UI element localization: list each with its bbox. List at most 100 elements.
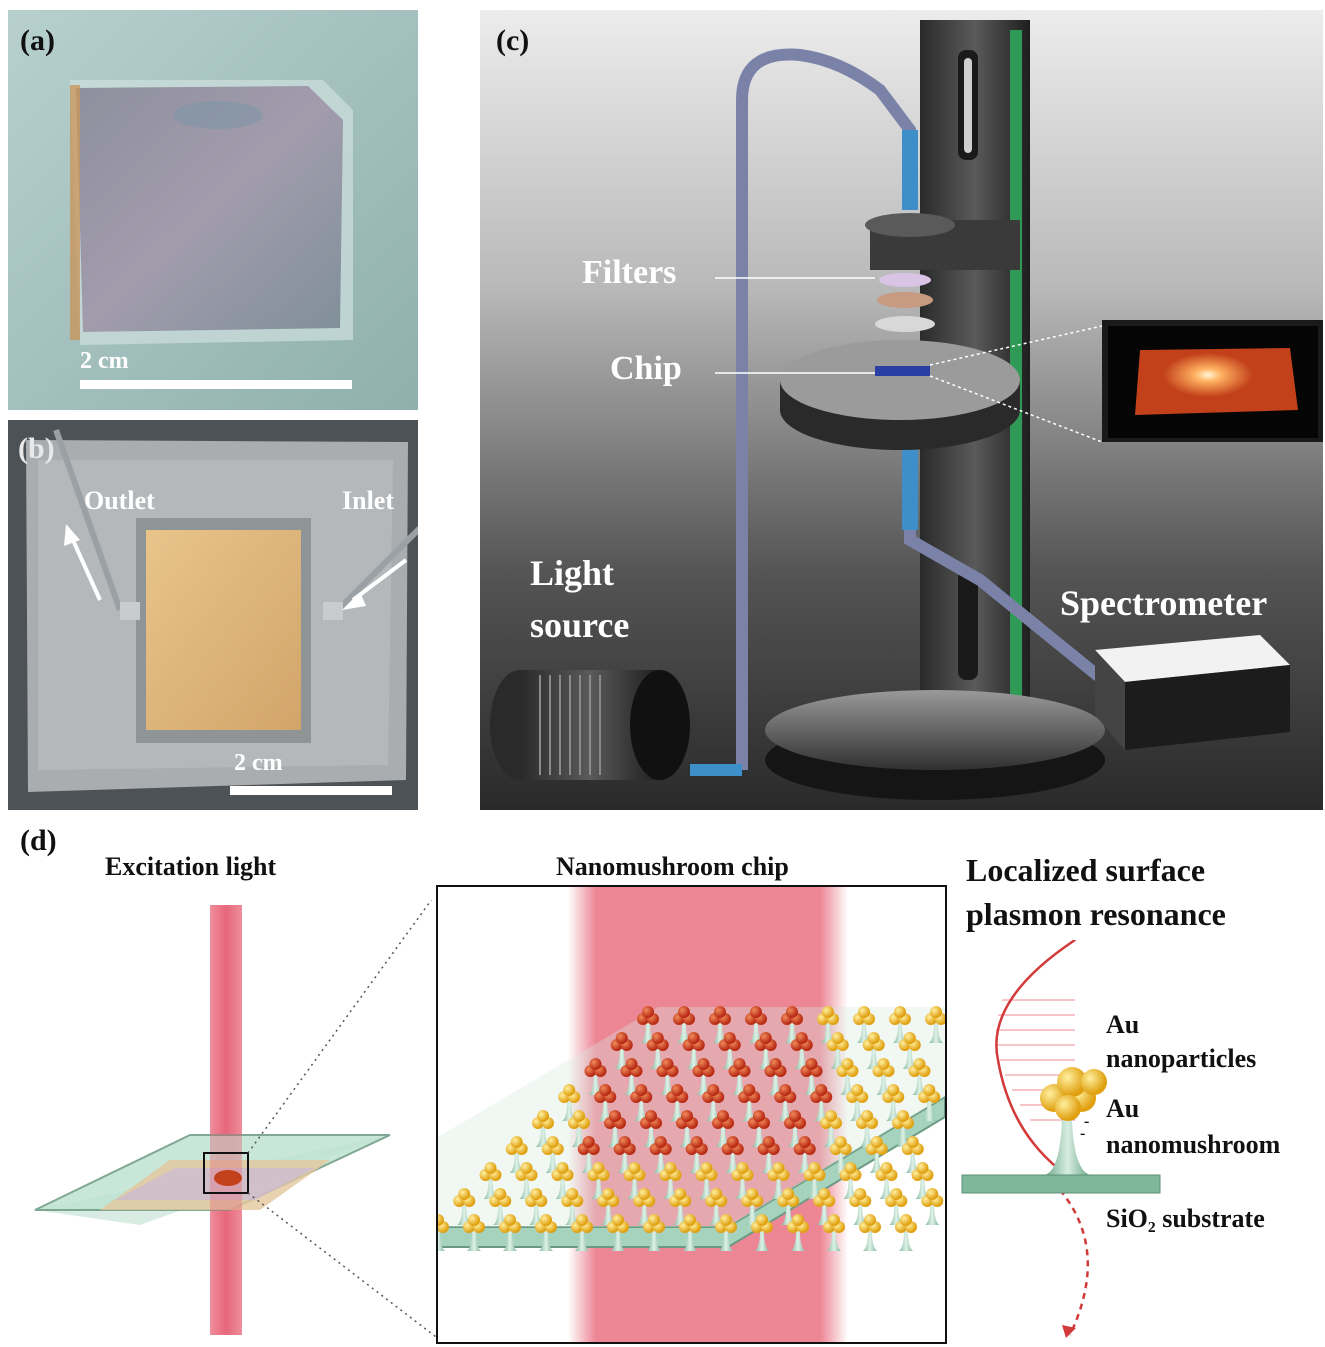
gold-nanoparticle <box>510 1136 523 1148</box>
nanomushroom-stem <box>860 1127 874 1147</box>
gold-nanoparticle <box>720 1214 732 1226</box>
spectrometer-label: Spectrometer <box>1060 583 1268 623</box>
nanomushroom-stem <box>768 1075 783 1095</box>
gold-nanoparticle <box>818 1188 831 1200</box>
nanomushroom-stem <box>749 1023 763 1043</box>
excited-nanoparticle <box>723 1032 736 1044</box>
nanomushroom-stem <box>899 1231 913 1251</box>
gold-nanoparticle <box>710 1188 723 1200</box>
panel-d-letter: (d) <box>20 824 57 857</box>
nanomushroom-stem <box>483 1179 498 1199</box>
inlet-arrow <box>351 558 408 602</box>
nanomushroom-stem <box>732 1075 747 1095</box>
gold-nanoparticle <box>772 1162 785 1174</box>
nanomushroom-stem <box>601 1205 616 1225</box>
excited-nanoparticle <box>805 1058 818 1070</box>
excitation-beam <box>210 905 242 1335</box>
excited-nanoparticle <box>707 1084 720 1096</box>
excited-nanoparticle <box>687 1032 700 1044</box>
nanomushroom-stem <box>722 1049 737 1069</box>
excited-nanoparticle <box>589 1058 602 1070</box>
patterned-chip-photo <box>8 10 418 410</box>
gold-nanoparticle <box>900 1214 912 1226</box>
gold-nanoparticle <box>870 1136 883 1148</box>
gold-nanoparticle <box>825 1110 837 1122</box>
nanomushroom-stem <box>785 1023 799 1043</box>
nanomushroom-stem <box>781 1205 796 1225</box>
nanomushroom-stem <box>503 1231 517 1251</box>
outlet-label: Outlet <box>84 486 155 515</box>
filter-2 <box>877 292 933 308</box>
gold-nanoparticle <box>573 1110 585 1122</box>
nanomushroom-stem <box>745 1205 760 1225</box>
nanomushroom-stem <box>752 1127 766 1147</box>
panel-c-letter: (c) <box>496 24 530 57</box>
nanomushroom-stem <box>830 1049 845 1069</box>
excited-nanoparticle <box>697 1058 710 1070</box>
gold-nanoparticle <box>894 1006 906 1018</box>
excited-nanoparticle <box>733 1058 746 1070</box>
nanomushroom-stem <box>929 1023 943 1043</box>
excited-nanoparticle <box>795 1032 808 1044</box>
gold-nanoparticle <box>684 1214 696 1226</box>
nanomushroom-stem <box>755 1231 769 1251</box>
nanomushroom-stem <box>647 1231 661 1251</box>
nanomushroom-stem <box>716 1127 730 1147</box>
nanomushroom-stem <box>575 1231 589 1251</box>
zoom-box <box>203 1152 249 1194</box>
nanomushroom-stem <box>634 1101 649 1121</box>
nanomushroom-stem <box>673 1205 688 1225</box>
gold-nanoparticle <box>841 1058 854 1070</box>
outlet-arrow <box>70 537 102 601</box>
nanomushroom-stem <box>869 1153 884 1173</box>
gold-nanoparticle <box>458 1188 471 1200</box>
excited-nanoparticle <box>798 1136 811 1148</box>
gold-nanoparticle <box>540 1214 552 1226</box>
excited-nanoparticle <box>661 1058 674 1070</box>
nanomushroom-stem <box>833 1153 848 1173</box>
excited-nanoparticle <box>750 1006 762 1018</box>
gold-nanoparticle <box>674 1188 687 1200</box>
nanomushroom-stem <box>706 1101 721 1121</box>
nanomushroom-stem <box>758 1049 773 1069</box>
nanomushroom-stem <box>699 1179 714 1199</box>
nanomushroom-stem <box>637 1205 652 1225</box>
nanomushroom-stem <box>719 1231 733 1251</box>
nanomushroom-stem <box>608 1127 622 1147</box>
au-nanomushroom-label-1: Au <box>1106 1094 1140 1123</box>
excited-nanoparticle <box>678 1006 690 1018</box>
chip-label: Chip <box>610 350 682 387</box>
gold-nanoparticle <box>700 1162 713 1174</box>
gold-nanoparticle <box>792 1214 804 1226</box>
nanomushroom-array <box>438 887 945 1342</box>
nanomushroom-stem <box>922 1101 937 1121</box>
gold-nanoparticle <box>494 1188 507 1200</box>
nanomushroom-stem <box>581 1153 596 1173</box>
excited-nanoparticle <box>625 1058 638 1070</box>
nanomushroom-stem <box>886 1101 901 1121</box>
sio2-substrate-label: SiO₂ substrate <box>1106 1204 1265 1233</box>
gold-nanoparticle <box>890 1188 903 1200</box>
nanomushroom-stem <box>827 1231 841 1251</box>
nanomushroom-stem <box>742 1101 757 1121</box>
gold-nanoparticle <box>916 1162 929 1174</box>
nanomushroom-stem <box>653 1153 668 1173</box>
nanomushroom-stem <box>896 1127 910 1147</box>
excited-nanoparticle <box>671 1084 684 1096</box>
nanomushroom-stem <box>797 1153 812 1173</box>
excited-nanoparticle <box>726 1136 739 1148</box>
excitation-schematic <box>34 900 440 1340</box>
nanomushroom-stem <box>457 1205 472 1225</box>
excited-nanoparticle <box>753 1110 765 1122</box>
nanomushroom-stem <box>545 1153 560 1173</box>
nanomushroom-stem <box>925 1205 940 1225</box>
nanomushroom-stem <box>912 1075 927 1095</box>
excited-nanoparticle <box>714 1006 726 1018</box>
panel-a-letter: (a) <box>20 24 55 57</box>
filters-label: Filters <box>582 254 677 291</box>
gold-nanoparticle <box>930 1006 942 1018</box>
filter-1 <box>879 273 931 287</box>
excited-nanoparticle <box>635 1084 648 1096</box>
nanomushroom-stem <box>611 1231 625 1251</box>
nanomushroom-stem <box>824 1127 838 1147</box>
